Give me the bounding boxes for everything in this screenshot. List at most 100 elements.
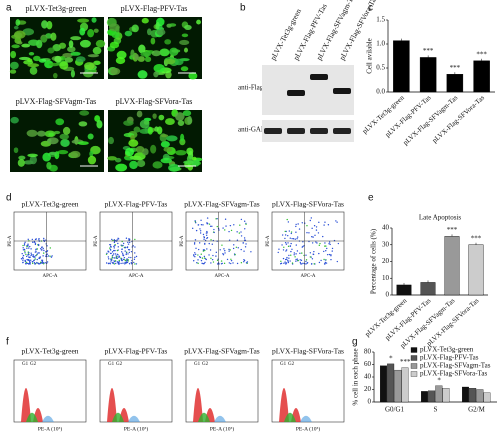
event [128, 256, 130, 259]
cell [17, 41, 23, 45]
event [22, 249, 25, 251]
event [281, 234, 284, 236]
cell [41, 20, 48, 29]
cell [171, 49, 181, 53]
y-tick-label: 20 [382, 257, 390, 265]
event [298, 228, 301, 230]
event [116, 253, 118, 256]
event [238, 232, 241, 234]
event [21, 252, 23, 255]
event [245, 223, 247, 225]
event [219, 249, 221, 251]
cell [48, 151, 57, 156]
event [325, 262, 328, 264]
event [121, 252, 124, 254]
event [193, 243, 196, 245]
y-tick-label: 1.0 [376, 40, 385, 48]
cell [164, 118, 175, 125]
cell [123, 120, 134, 126]
cell [61, 139, 70, 147]
legend-swatch [410, 371, 418, 377]
cell [92, 46, 102, 55]
cell [79, 27, 86, 36]
panel-label: a [6, 3, 12, 14]
image-caption: pLVX-Tet3g-green [26, 4, 87, 13]
event [42, 263, 45, 265]
event [296, 250, 299, 252]
event [324, 245, 326, 247]
event [127, 253, 129, 255]
event [210, 257, 212, 260]
event [311, 263, 313, 265]
event [278, 248, 280, 250]
event [109, 247, 111, 249]
event [216, 225, 218, 228]
cell [87, 155, 97, 165]
event [295, 244, 297, 246]
event [295, 260, 297, 262]
event [291, 248, 293, 250]
event [112, 254, 114, 257]
cell [83, 70, 94, 78]
event [34, 243, 37, 246]
event [46, 261, 49, 263]
cell [62, 126, 71, 135]
event [222, 254, 225, 256]
y-tick-label: 40 [364, 373, 372, 381]
event [210, 262, 212, 264]
event [290, 250, 292, 253]
event [330, 258, 332, 261]
event [250, 251, 252, 253]
event [277, 251, 279, 254]
cell [78, 121, 88, 127]
event [27, 238, 29, 241]
event [320, 259, 322, 262]
event [297, 223, 299, 225]
cell [181, 33, 189, 38]
event [281, 244, 283, 246]
legend-swatch [410, 347, 418, 353]
cell [70, 51, 81, 56]
bar [444, 236, 460, 296]
event [128, 251, 131, 254]
event [194, 253, 197, 255]
plot-title: pLVX-Flag-SFVora-Tas [272, 347, 344, 356]
event [120, 262, 122, 265]
event [113, 245, 115, 248]
significance: *** [423, 47, 434, 55]
event [128, 249, 131, 251]
event [116, 239, 118, 241]
event [316, 242, 318, 244]
cell [70, 69, 76, 78]
cell [15, 19, 21, 26]
cell [180, 133, 185, 142]
event [31, 262, 34, 265]
event [284, 234, 287, 236]
event [42, 252, 45, 254]
event [109, 248, 112, 251]
event [197, 254, 199, 256]
event [23, 248, 26, 251]
y-axis-label: Cell avilable [366, 38, 374, 74]
event [282, 257, 285, 260]
event [218, 229, 220, 231]
event [39, 256, 42, 258]
event [203, 255, 206, 258]
event [41, 249, 43, 251]
event [116, 257, 119, 259]
cell [188, 72, 198, 80]
event [295, 225, 297, 228]
event [240, 262, 243, 264]
cell [166, 135, 178, 142]
event [118, 256, 120, 259]
band [333, 88, 351, 94]
cell [53, 130, 61, 135]
event [215, 218, 217, 220]
event [128, 241, 131, 244]
cell [153, 63, 165, 73]
cell [87, 133, 94, 140]
y-axis-label: Percentage of cells (%) [370, 228, 378, 294]
cell [54, 55, 62, 63]
cell [10, 116, 19, 124]
event [200, 219, 202, 221]
